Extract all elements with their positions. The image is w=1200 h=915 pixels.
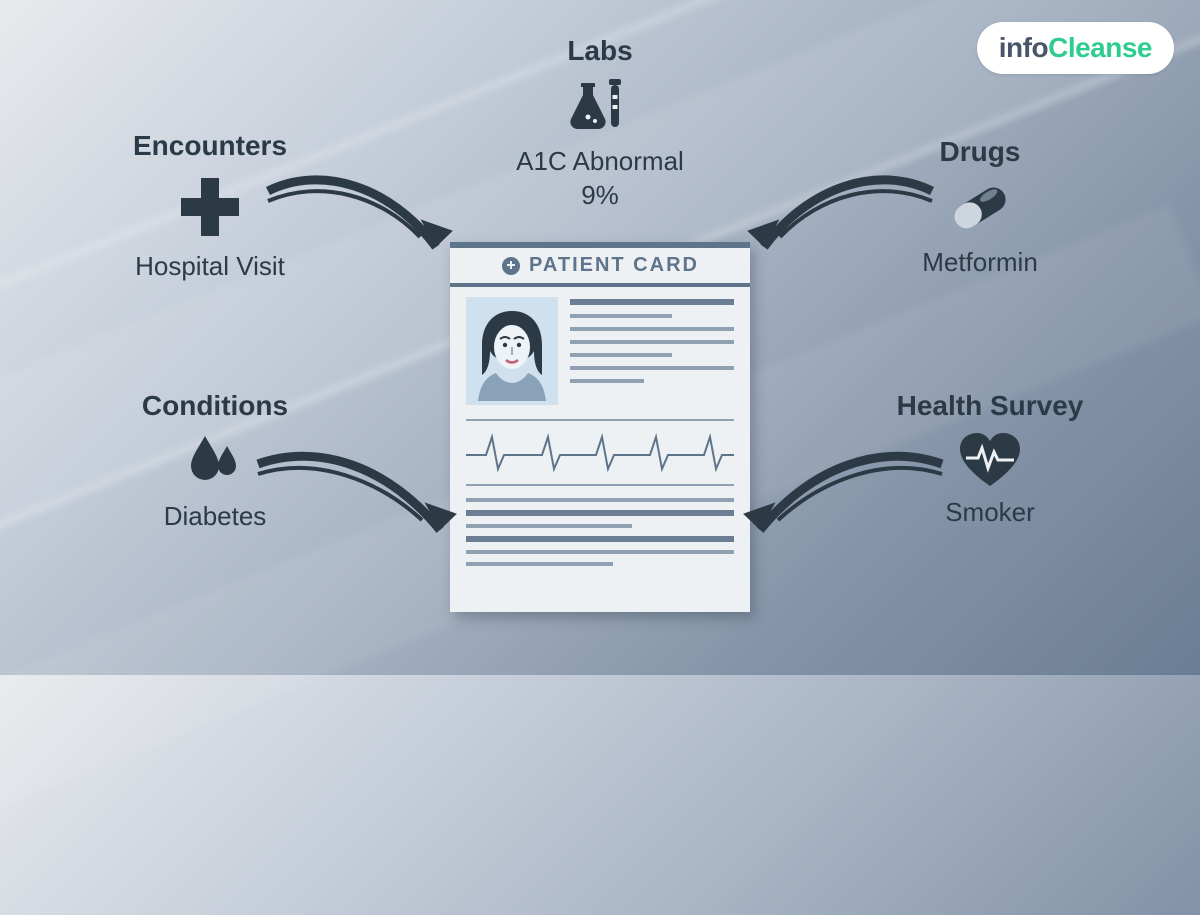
ekg-trace xyxy=(466,419,734,486)
patient-photo xyxy=(466,297,558,405)
patient-notes-lines xyxy=(466,498,734,566)
labs-title: Labs xyxy=(430,35,770,67)
patient-info-lines xyxy=(570,297,734,405)
flask-tube-icon xyxy=(430,77,770,137)
patient-card: PATIENT CARD xyxy=(450,242,750,612)
patient-card-title: PATIENT CARD xyxy=(529,254,699,277)
conditions-title: Conditions xyxy=(100,390,330,422)
arrow-conditions-to-card xyxy=(250,438,460,558)
arrow-encounters-to-card xyxy=(260,155,460,275)
logo-part-2: Cleanse xyxy=(1048,32,1152,63)
labs-value: A1C Abnormal 9% xyxy=(430,145,770,213)
patient-card-header: PATIENT CARD xyxy=(450,242,750,287)
health-title: Health Survey xyxy=(860,390,1120,422)
brand-logo: infoCleanse xyxy=(977,22,1174,74)
node-labs: Labs A1C Abnormal 9% xyxy=(430,35,770,213)
arrow-drugs-to-card xyxy=(740,155,940,275)
logo-part-1: info xyxy=(999,32,1048,63)
arrow-health-to-card xyxy=(740,438,950,558)
